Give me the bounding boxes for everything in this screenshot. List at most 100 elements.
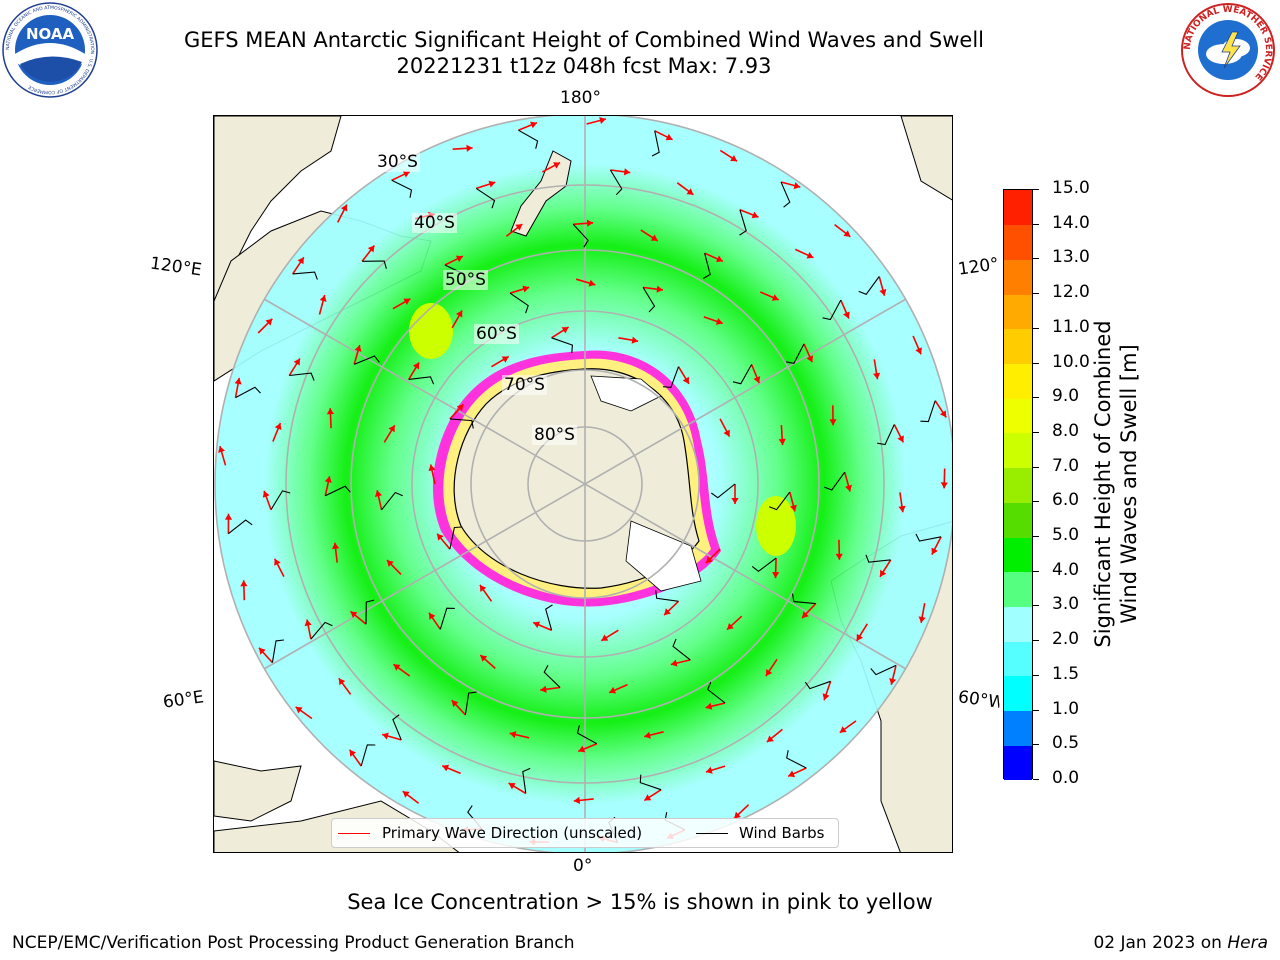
wind-barb: [822, 299, 842, 321]
wave-arrow-head: [586, 219, 594, 227]
legend-swatch-barb: [696, 833, 728, 834]
wind-barb: [915, 533, 942, 542]
wave-arrow-head: [723, 429, 730, 437]
wind-barb: [392, 714, 402, 741]
wave-arrow-head: [829, 419, 837, 426]
wind-barb: [710, 483, 736, 499]
wave-arrow-head: [573, 796, 581, 804]
swh-max-indian: [409, 303, 453, 359]
ross-ice-shelf: [590, 375, 662, 412]
lon-label-120w: 120°W: [956, 254, 1000, 280]
weddell-ice-shelf: [625, 520, 702, 592]
nws-logo: NATIONAL WEATHER SERVICE: [1181, 3, 1275, 97]
wave-arrow-head: [940, 482, 948, 489]
wave-arrow-head: [731, 498, 739, 504]
wave-arrow-head: [601, 634, 609, 641]
colorbar-tick-label: 13.0: [1052, 247, 1090, 268]
colorbar-tick-label: 15.0: [1052, 178, 1090, 198]
wave-arrow-head: [705, 556, 713, 564]
wind-barb: [270, 490, 291, 510]
polar-map: [214, 116, 952, 852]
wave-arrow-head: [466, 144, 473, 152]
wind-barb: [751, 557, 777, 572]
sea-ice-note: Sea Ice Concentration > 15% is shown in …: [347, 890, 933, 914]
wind-barb: [439, 607, 455, 630]
graticule: [214, 116, 952, 852]
colorbar-segment: [1004, 363, 1032, 399]
wave-arrow-head: [388, 425, 395, 433]
wind-barb: [703, 253, 711, 279]
wave-arrow-head: [631, 336, 639, 344]
lon-label-0: 0°: [573, 856, 593, 876]
wave-arrow-head: [319, 295, 327, 302]
colorbar-tick-label: 8.0: [1052, 420, 1080, 441]
colorbar-segment: [1004, 467, 1032, 503]
wave-arrow-head: [609, 686, 617, 694]
wave-arrow-head: [588, 279, 596, 287]
wave-arrow-head: [367, 245, 375, 253]
colorbar-tick-label: 0.0: [1052, 768, 1080, 788]
wind-barb: [362, 260, 387, 269]
colorbar-segment: [1004, 190, 1032, 226]
wave-arrow-head: [751, 211, 759, 219]
wave-arrow-head: [898, 505, 906, 513]
wave-arrow-head: [839, 726, 847, 733]
colorbar-segment: [1004, 710, 1032, 746]
wind-barb: [639, 774, 662, 791]
wave-arrow-head: [240, 580, 248, 587]
wind-barb: [824, 471, 846, 491]
wind-barb: [780, 181, 791, 208]
wind-barb: [381, 491, 403, 511]
colorbar-segment: [1004, 606, 1032, 642]
wave-arrow-head: [715, 318, 723, 325]
wind-barb: [464, 691, 477, 715]
colorbar-tick: [1033, 362, 1039, 364]
wave-arrow-head: [765, 669, 773, 676]
wave-arrow-head: [224, 513, 233, 520]
wave-arrow-head: [623, 168, 631, 176]
lon-label-60e: 60°E: [161, 687, 206, 713]
wave-arrow-head: [656, 285, 663, 293]
wind-barb: [509, 292, 529, 314]
colorbar-tick: [1033, 570, 1039, 572]
colorbar-tick-label: 11.0: [1052, 316, 1090, 337]
wind-barb: [325, 485, 351, 497]
wind-barb: [235, 386, 261, 399]
colorbar-segment: [1004, 398, 1032, 434]
lon-label-60w: 60°W: [956, 687, 1002, 713]
legend-swatch-wave: [338, 833, 370, 834]
wave-arrow-head: [297, 257, 304, 265]
colorbar-tick: [1033, 293, 1039, 295]
wave-arrow-head: [412, 362, 420, 370]
colorbar-tick-label: 0.5: [1052, 733, 1080, 754]
wind-barb: [732, 364, 753, 385]
colorbar-tick: [1033, 674, 1039, 676]
wind-barb: [768, 491, 791, 511]
lat-label-70s: 70°S: [502, 375, 547, 395]
wave-arrow-head: [843, 311, 850, 319]
wave-arrow-head: [806, 355, 814, 363]
colorbar-segment: [1004, 328, 1032, 365]
wave-arrow-head: [274, 558, 281, 566]
wave-arrow-head: [879, 289, 887, 296]
wave-arrow-head: [897, 435, 904, 443]
colorbar-tick-label: 3.0: [1052, 594, 1080, 615]
wave-arrow-head: [730, 155, 738, 162]
wind-barb: [739, 209, 747, 236]
colorbar-tick: [1033, 223, 1039, 225]
swh-max-pacific: [756, 496, 796, 556]
wave-arrow-head: [326, 408, 334, 415]
wind-barb: [475, 187, 496, 209]
wave-arrow-head: [789, 504, 797, 512]
wind-barb: [310, 621, 333, 640]
wave-arrow-head: [650, 234, 658, 241]
colorbar-tick-label: 7.0: [1052, 455, 1080, 476]
lat-label-40s: 40°S: [412, 213, 457, 233]
wind-barb: [920, 400, 936, 423]
wave-arrow-head: [843, 230, 851, 237]
wave-arrow-head: [530, 121, 537, 129]
wave-arrow-head: [456, 310, 463, 318]
colorbar-tick-label: 9.0: [1052, 386, 1080, 407]
footer-date: 02 Jan 2023 on Hera: [1093, 933, 1268, 953]
wave-arrow-head: [234, 377, 242, 385]
